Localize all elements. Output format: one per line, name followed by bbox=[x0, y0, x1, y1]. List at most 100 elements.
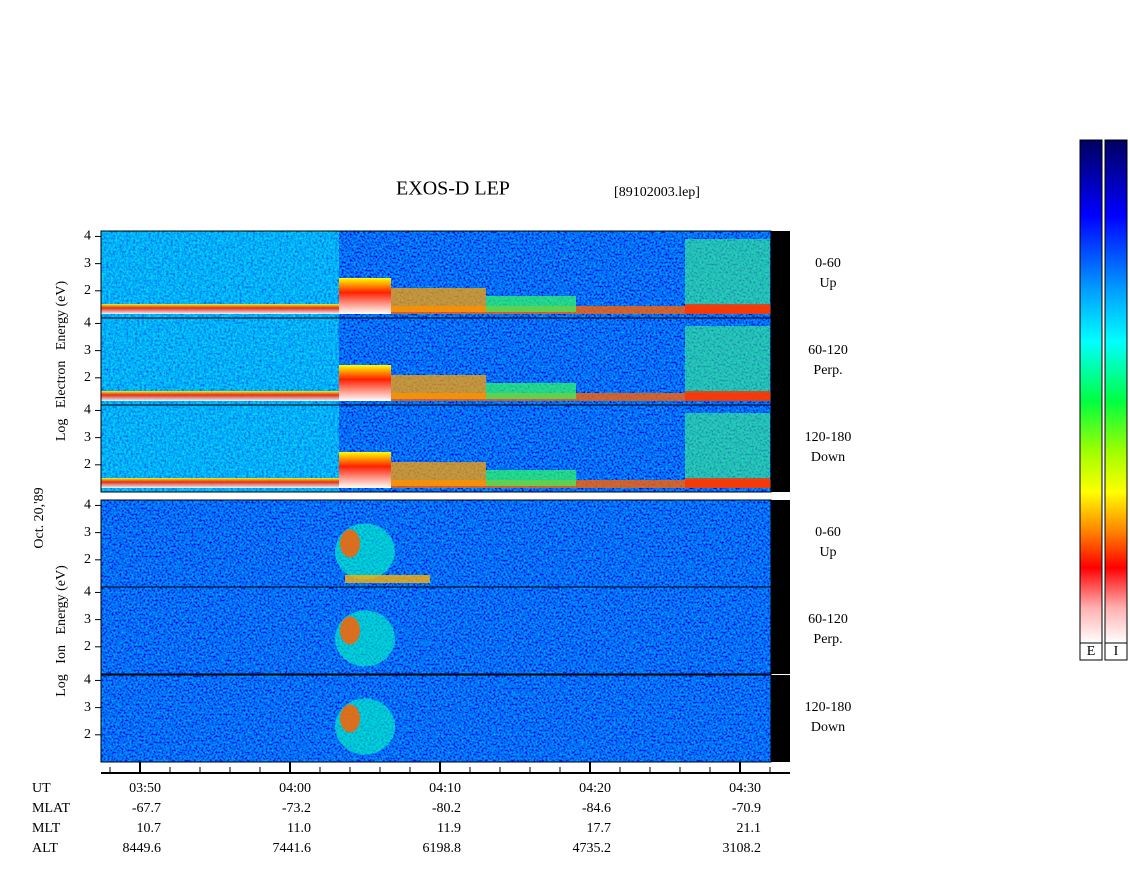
late-band bbox=[685, 478, 770, 488]
low-energy-band bbox=[101, 391, 339, 401]
spectrogram-noise bbox=[101, 231, 339, 318]
color-bar bbox=[1079, 139, 1103, 644]
spectrogram-noise bbox=[101, 587, 771, 674]
y-tick-label: 3 bbox=[84, 700, 91, 715]
late-band bbox=[685, 391, 770, 401]
orbit-row-label: MLT bbox=[32, 821, 61, 836]
ion-burst-core bbox=[340, 529, 360, 558]
y-tick-label: 2 bbox=[84, 639, 91, 654]
late-band bbox=[685, 304, 770, 314]
y-tick-label: 2 bbox=[84, 457, 91, 472]
y-tick-label: 4 bbox=[84, 498, 91, 513]
spectrogram-noise bbox=[101, 500, 771, 587]
orbit-row-label: ALT bbox=[32, 841, 58, 856]
burst-tail bbox=[486, 383, 576, 399]
y-tick-label: 3 bbox=[84, 256, 91, 271]
y-tick-label: 4 bbox=[84, 585, 91, 600]
color-bar-label-box bbox=[1079, 642, 1103, 661]
ion-axis-label: Log Ion Energy (eV) bbox=[54, 565, 69, 697]
late-activity bbox=[685, 413, 770, 480]
orbit-value: 03:50 bbox=[129, 781, 161, 796]
orbit-value: -70.9 bbox=[732, 801, 761, 816]
burst-tail bbox=[486, 296, 576, 312]
late-activity bbox=[685, 326, 770, 393]
color-bar-label: I bbox=[1114, 644, 1119, 659]
panel-direction: Up bbox=[819, 545, 836, 560]
data-gap bbox=[771, 231, 790, 318]
y-tick-label: 2 bbox=[84, 370, 91, 385]
orbit-value: 11.0 bbox=[287, 821, 311, 836]
y-tick-label: 3 bbox=[84, 525, 91, 540]
date: Oct. 20,'89 bbox=[32, 487, 47, 548]
orbit-value: -67.7 bbox=[132, 801, 161, 816]
spectrogram-noise bbox=[101, 405, 339, 492]
orbit-value: -73.2 bbox=[282, 801, 311, 816]
data-gap bbox=[771, 405, 790, 492]
orbit-row-label: MLAT bbox=[32, 801, 71, 816]
color-bar bbox=[1104, 139, 1128, 644]
color-bar-label-box bbox=[1104, 642, 1128, 661]
orbit-value: 17.7 bbox=[587, 821, 612, 836]
low-energy-band bbox=[101, 304, 339, 314]
panel-direction: Down bbox=[811, 720, 845, 735]
orbit-value: 11.9 bbox=[437, 821, 461, 836]
panel-direction: Down bbox=[811, 450, 845, 465]
late-activity bbox=[685, 239, 770, 306]
panel-range: 60-120 bbox=[808, 343, 848, 358]
burst-tail bbox=[391, 462, 486, 486]
low-energy-band bbox=[101, 478, 339, 488]
panel-range: 60-120 bbox=[808, 612, 848, 627]
burst-tail bbox=[486, 470, 576, 486]
panel-range: 0-60 bbox=[815, 256, 841, 271]
panel-range: 120-180 bbox=[805, 430, 852, 445]
burst bbox=[339, 452, 391, 488]
y-tick-label: 4 bbox=[84, 229, 91, 244]
orbit-value: 8449.6 bbox=[123, 841, 162, 856]
panel-frame bbox=[100, 586, 772, 675]
data-gap bbox=[771, 675, 790, 762]
y-tick-label: 2 bbox=[84, 727, 91, 742]
panel-frame bbox=[100, 674, 772, 763]
data-gap bbox=[771, 500, 790, 587]
file-name: [89102003.lep] bbox=[614, 185, 700, 200]
orbit-value: 4735.2 bbox=[573, 841, 612, 856]
burst-tail bbox=[391, 288, 486, 312]
data-gap bbox=[771, 587, 790, 674]
panel-direction: Perp. bbox=[813, 363, 842, 378]
burst-tail bbox=[391, 375, 486, 399]
y-tick-label: 3 bbox=[84, 343, 91, 358]
panel-direction: Up bbox=[819, 276, 836, 291]
burst bbox=[339, 365, 391, 401]
y-tick-label: 3 bbox=[84, 430, 91, 445]
spectrogram-noise bbox=[101, 675, 771, 762]
orbit-value: -84.6 bbox=[582, 801, 611, 816]
orbit-value: 04:10 bbox=[429, 781, 461, 796]
panel-direction: Perp. bbox=[813, 632, 842, 647]
title: EXOS-D LEP bbox=[396, 178, 510, 200]
orbit-value: 21.1 bbox=[737, 821, 762, 836]
orbit-value: 10.7 bbox=[137, 821, 162, 836]
orbit-value: 04:00 bbox=[279, 781, 311, 796]
orbit-row-label: UT bbox=[32, 781, 51, 796]
data-gap bbox=[771, 318, 790, 405]
panel-range: 120-180 bbox=[805, 700, 852, 715]
burst bbox=[339, 278, 391, 314]
orbit-value: 04:20 bbox=[579, 781, 611, 796]
y-tick-label: 2 bbox=[84, 552, 91, 567]
ion-burst-core bbox=[340, 616, 360, 645]
ion-band bbox=[345, 575, 430, 583]
orbit-value: 6198.8 bbox=[423, 841, 462, 856]
ion-burst-core bbox=[340, 704, 360, 733]
y-tick-label: 3 bbox=[84, 612, 91, 627]
panel-range: 0-60 bbox=[815, 525, 841, 540]
color-bar-label: E bbox=[1087, 644, 1096, 659]
orbit-value: 04:30 bbox=[729, 781, 761, 796]
orbit-value: -80.2 bbox=[432, 801, 461, 816]
y-tick-label: 4 bbox=[84, 316, 91, 331]
y-tick-label: 4 bbox=[84, 673, 91, 688]
y-tick-label: 4 bbox=[84, 403, 91, 418]
y-tick-label: 2 bbox=[84, 283, 91, 298]
orbit-value: 3108.2 bbox=[723, 841, 762, 856]
spectrogram-noise bbox=[101, 318, 339, 405]
